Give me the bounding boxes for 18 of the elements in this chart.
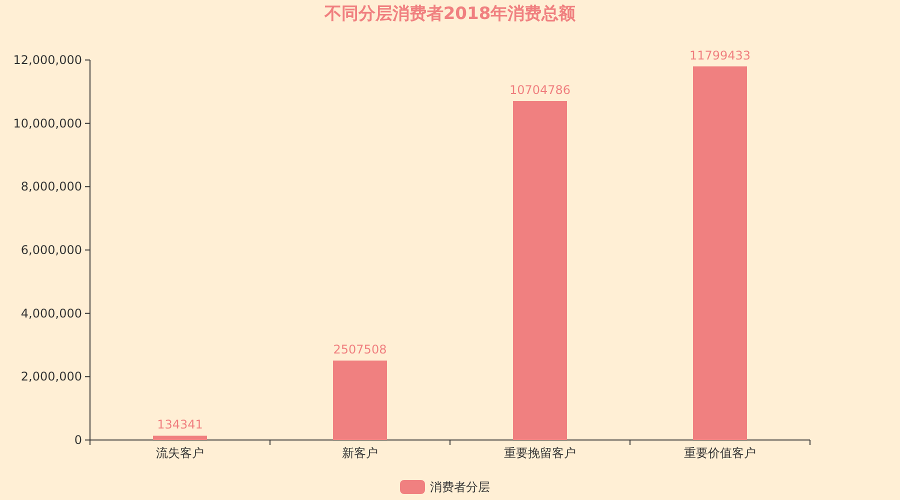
y-tick-label: 0 bbox=[74, 433, 82, 447]
x-tick-label: 重要挽留客户 bbox=[504, 446, 576, 460]
legend-label: 消费者分层 bbox=[430, 480, 490, 494]
y-tick-label: 6,000,000 bbox=[20, 243, 82, 257]
data-label: 11799433 bbox=[689, 48, 751, 62]
x-tick-label: 重要价值客户 bbox=[684, 446, 756, 460]
data-label: 10704786 bbox=[509, 83, 571, 98]
data-label: 134341 bbox=[157, 418, 203, 432]
y-tick-label: 2,000,000 bbox=[20, 370, 82, 384]
y-tick-label: 8,000,000 bbox=[20, 180, 82, 194]
x-tick-label: 流失客户 bbox=[156, 446, 204, 460]
data-label: 2507508 bbox=[333, 342, 387, 357]
y-tick-label: 10,000,000 bbox=[13, 116, 82, 130]
x-tick-label: 新客户 bbox=[342, 446, 378, 460]
y-tick-label: 12,000,000 bbox=[13, 53, 82, 67]
y-tick-label: 4,000,000 bbox=[20, 306, 82, 320]
title: 不同分层消费者2018年消费总额 bbox=[324, 4, 576, 24]
legend: 消费者分层 bbox=[400, 480, 490, 494]
